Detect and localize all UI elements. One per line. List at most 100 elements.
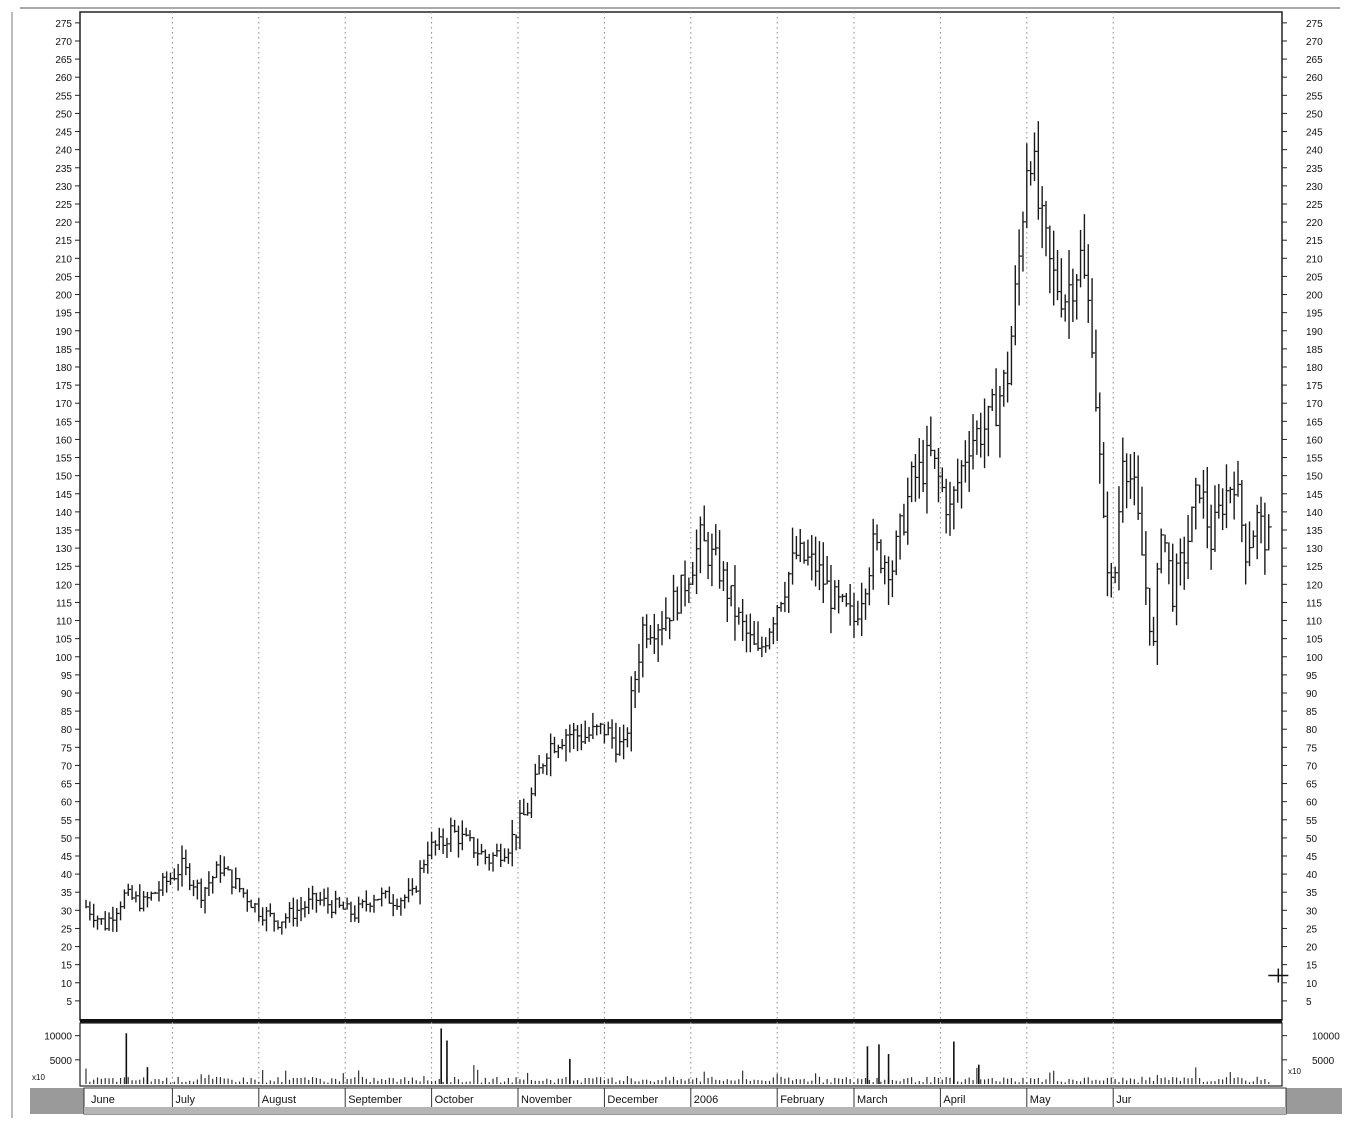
date-axis-bottom-shade xyxy=(84,1107,1286,1114)
right-tick-label: 245 xyxy=(1306,128,1323,139)
left-tick-label: 50 xyxy=(61,834,73,845)
left-tick-label: 110 xyxy=(56,617,72,628)
left-tick-label: 165 xyxy=(55,417,72,428)
right-tick-label: 95 xyxy=(1306,671,1318,682)
right-tick-label: 225 xyxy=(1306,200,1323,211)
right-tick-label: 50 xyxy=(1306,834,1318,845)
volume-unit-label-right: x10 xyxy=(1288,1067,1301,1076)
left-tick-label: 260 xyxy=(55,73,72,84)
right-tick-label: 160 xyxy=(1306,435,1323,446)
date-axis-left-shade xyxy=(30,1088,84,1114)
left-tick-label: 115 xyxy=(56,598,72,609)
left-tick-label: 230 xyxy=(55,182,72,193)
left-tick-label: 180 xyxy=(55,363,72,374)
left-tick-label: 15 xyxy=(61,961,73,972)
month-label: July xyxy=(175,1094,195,1106)
right-tick-label: 40 xyxy=(1306,870,1318,881)
month-gridlines xyxy=(171,12,1114,1084)
left-tick-label: 10 xyxy=(61,979,73,990)
right-tick-label: 140 xyxy=(1306,508,1323,519)
month-label: Jur xyxy=(1116,1094,1132,1106)
right-tick-label: 200 xyxy=(1306,291,1323,302)
left-tick-label: 55 xyxy=(61,816,73,827)
volume-panel-frame xyxy=(79,1022,1283,1087)
price-bar-series xyxy=(85,121,1272,935)
right-tick-label: 75 xyxy=(1306,743,1318,754)
left-tick-label: 255 xyxy=(55,91,72,102)
date-axis: June July August September October November De… xyxy=(30,1087,1342,1115)
right-tick-label: 25 xyxy=(1306,924,1318,935)
right-tick-label: 130 xyxy=(1306,544,1323,555)
right-tick-label: 255 xyxy=(1306,91,1323,102)
month-label: December xyxy=(607,1094,658,1106)
left-tick-label: 275 xyxy=(55,19,72,30)
left-tick-label: 140 xyxy=(55,508,72,519)
right-tick-label: 65 xyxy=(1306,780,1318,791)
left-tick-label: 5 xyxy=(66,997,72,1008)
right-tick-label: 80 xyxy=(1306,725,1318,736)
right-tick-label: 260 xyxy=(1306,73,1323,84)
left-tick-label: 65 xyxy=(61,780,73,791)
volume-unit-label-left: x10 xyxy=(32,1073,45,1082)
left-tick-label: 105 xyxy=(55,635,72,646)
right-tick-label: 235 xyxy=(1306,164,1323,175)
month-label: October xyxy=(435,1094,474,1106)
right-tick-label: 45 xyxy=(1306,852,1318,863)
left-tick-label: 95 xyxy=(61,671,73,682)
right-tick-label: 190 xyxy=(1306,327,1323,338)
month-label: May xyxy=(1030,1094,1051,1106)
volume-left-tick-label: 5000 xyxy=(50,1056,73,1067)
left-tick-label: 75 xyxy=(61,743,73,754)
right-tick-label: 90 xyxy=(1306,689,1318,700)
left-tick-label: 250 xyxy=(55,109,72,120)
price-axis-right: 5 10 15 20 25 30 35 40 45 50 55 60 65 70 75 80 85 90 95 100… xyxy=(1282,19,1323,1008)
left-tick-label: 35 xyxy=(61,888,73,899)
left-tick-label: 60 xyxy=(61,798,73,809)
right-tick-label: 230 xyxy=(1306,182,1323,193)
right-tick-label: 35 xyxy=(1306,888,1318,899)
right-tick-label: 105 xyxy=(1306,635,1323,646)
left-tick-label: 205 xyxy=(55,272,72,283)
crosshair-cursor xyxy=(1268,968,1289,983)
left-tick-label: 20 xyxy=(61,943,73,954)
right-tick-label: 275 xyxy=(1306,19,1323,30)
right-tick-label: 70 xyxy=(1306,761,1318,772)
month-label: April xyxy=(943,1094,965,1106)
left-tick-label: 85 xyxy=(61,707,73,718)
right-tick-label: 180 xyxy=(1306,363,1323,374)
left-tick-label: 225 xyxy=(55,200,72,211)
right-tick-label: 175 xyxy=(1306,381,1323,392)
left-tick-label: 125 xyxy=(55,562,72,573)
left-tick-label: 270 xyxy=(55,37,72,48)
left-tick-label: 120 xyxy=(55,580,72,591)
left-tick-label: 245 xyxy=(55,128,72,139)
left-tick-label: 90 xyxy=(61,689,73,700)
right-tick-label: 210 xyxy=(1306,254,1323,265)
volume-right-tick-label: 5000 xyxy=(1312,1056,1335,1067)
left-tick-label: 160 xyxy=(55,435,72,446)
right-tick-label: 215 xyxy=(1306,236,1323,247)
left-tick-label: 130 xyxy=(55,544,72,555)
month-label: August xyxy=(262,1094,296,1106)
left-tick-label: 145 xyxy=(55,490,72,501)
right-tick-label: 10 xyxy=(1306,979,1318,990)
right-tick-label: 145 xyxy=(1306,490,1323,501)
left-tick-label: 135 xyxy=(55,526,72,537)
month-label: September xyxy=(348,1094,402,1106)
right-tick-label: 270 xyxy=(1306,37,1323,48)
volume-right-tick-label: 10000 xyxy=(1312,1032,1340,1043)
right-tick-label: 55 xyxy=(1306,816,1318,827)
month-label: June xyxy=(91,1094,115,1106)
left-tick-label: 30 xyxy=(61,906,73,917)
right-tick-label: 165 xyxy=(1306,417,1323,428)
price-axis-left: 5 10 15 20 25 30 35 40 45 50 55 60 65 70 75 80 85 90 95 100… xyxy=(55,19,80,1008)
left-tick-label: 240 xyxy=(55,146,72,157)
left-tick-label: 155 xyxy=(55,454,72,465)
right-tick-label: 150 xyxy=(1306,472,1323,483)
right-tick-label: 115 xyxy=(1306,598,1322,609)
volume-left-tick-label: 10000 xyxy=(44,1032,72,1043)
left-tick-label: 190 xyxy=(55,327,72,338)
right-tick-label: 205 xyxy=(1306,272,1323,283)
